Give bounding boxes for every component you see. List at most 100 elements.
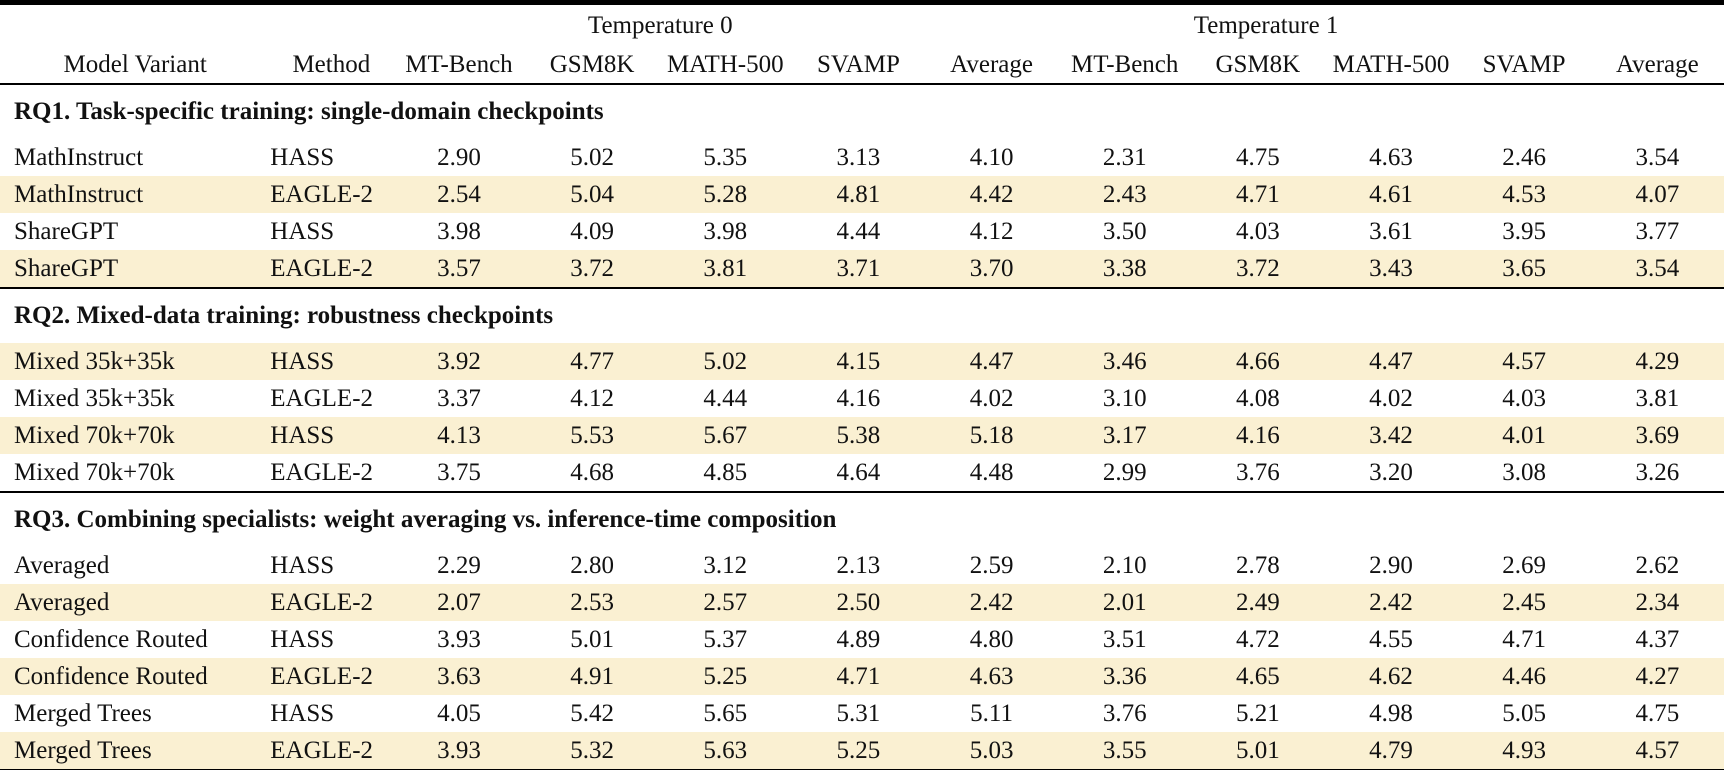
value-cell: 3.43 (1324, 250, 1458, 288)
table-row: Mixed 35k+35k HASS 3.92 4.77 5.02 4.15 4.47 3.4… (0, 343, 1724, 380)
value-cell: 4.80 (969, 625, 1014, 653)
section-title: RQ1. Task-specific training: single-doma… (14, 98, 604, 125)
value-cell: 4.75 (1635, 699, 1680, 727)
value-cell: 3.76 (1102, 699, 1147, 727)
value-cell: 3.54 (1590, 250, 1724, 288)
value-cell: 4.02 (969, 384, 1014, 412)
value-cell: 3.92 (392, 343, 526, 380)
value-cell: 5.18 (924, 417, 1059, 454)
value-cell: 3.72 (525, 250, 659, 288)
value-cell: 4.02 (1369, 384, 1413, 412)
value-cell: 4.10 (969, 143, 1014, 171)
value-cell: 5.04 (525, 176, 659, 213)
value-cell: 3.08 (1502, 458, 1546, 486)
value-cell: 4.89 (836, 625, 881, 653)
value-cell: 3.46 (1058, 343, 1192, 380)
value-cell: 5.01 (570, 625, 614, 653)
value-cell: 4.09 (570, 217, 614, 245)
table-row: ShareGPT HASS 3.98 4.09 3.98 4.44 4.12 3.50 4.03… (0, 213, 1724, 250)
value-cell: 3.10 (1102, 384, 1147, 412)
value-cell: 3.50 (1102, 217, 1147, 245)
value-cell: 2.34 (1590, 584, 1724, 621)
value-cell: 4.98 (1369, 699, 1413, 727)
value-cell: 4.47 (1324, 343, 1458, 380)
method-cell: EAGLE-2 (270, 384, 374, 412)
value-cell: 2.62 (1635, 551, 1680, 579)
value-cell: 5.02 (570, 143, 614, 171)
section-header-row: RQ1. Task-specific training: single-doma… (0, 84, 1724, 139)
table-row: Merged Trees HASS 4.05 5.42 5.65 5.31 5.11 3.76… (0, 695, 1724, 732)
model-variant-cell: MathInstruct (14, 143, 144, 171)
value-cell: 2.42 (1324, 584, 1458, 621)
value-cell: 3.20 (1369, 458, 1413, 486)
value-cell: 4.03 (1235, 217, 1280, 245)
section-header-row: RQ2. Mixed-data training: robustness che… (0, 288, 1724, 343)
value-cell: 4.13 (392, 417, 526, 454)
value-cell: 3.69 (1590, 417, 1724, 454)
table-row: Mixed 70k+70k HASS 4.13 5.53 5.67 5.38 5.18 3.1… (0, 417, 1724, 454)
column-header-svamp: SVAMP (816, 51, 900, 78)
value-cell: 3.36 (1058, 658, 1192, 695)
table-row: ShareGPT EAGLE-2 3.57 3.72 3.81 3.71 3.70 3.38 3… (0, 250, 1724, 288)
method-cell: EAGLE-2 (256, 732, 393, 770)
table-row: Confidence Routed HASS 3.93 5.01 5.37 4.89 4.8… (0, 621, 1724, 658)
value-cell: 4.68 (570, 458, 614, 486)
value-cell: 4.44 (703, 384, 748, 412)
value-cell: 3.63 (392, 658, 526, 695)
value-cell: 3.17 (1058, 417, 1192, 454)
column-header-gsm8k: GSM8K (549, 51, 635, 78)
value-cell: 2.45 (1457, 584, 1591, 621)
model-variant-cell: Merged Trees (14, 699, 152, 727)
value-cell: 2.59 (969, 551, 1014, 579)
value-cell: 4.05 (437, 699, 481, 727)
value-cell: 4.01 (1457, 417, 1591, 454)
value-cell: 3.51 (1102, 625, 1147, 653)
group-header-label: Temperature 0 (587, 12, 733, 39)
column-header-math-500: MATH-500 (1332, 51, 1450, 78)
column-header-model-variant: Model Variant (63, 51, 207, 78)
method-cell: EAGLE-2 (256, 584, 393, 621)
value-cell: 2.99 (1102, 458, 1147, 486)
value-cell: 4.61 (1324, 176, 1458, 213)
value-cell: 4.03 (1502, 384, 1546, 412)
value-cell: 4.62 (1324, 658, 1458, 695)
value-cell: 5.37 (703, 625, 748, 653)
value-cell: 2.49 (1191, 584, 1325, 621)
table-row: Averaged HASS 2.29 2.80 3.12 2.13 2.59 2.10 2.78… (0, 547, 1724, 584)
value-cell: 4.46 (1457, 658, 1591, 695)
value-cell: 3.13 (836, 143, 881, 171)
model-variant-cell: Mixed 70k+70k (0, 417, 257, 454)
value-cell: 3.55 (1058, 732, 1192, 770)
group-header-empty (0, 3, 392, 48)
method-cell: HASS (270, 625, 335, 653)
value-cell: 5.02 (658, 343, 792, 380)
method-cell: EAGLE-2 (256, 176, 393, 213)
value-cell: 2.42 (924, 584, 1059, 621)
value-cell: 3.61 (1369, 217, 1413, 245)
value-cell: 3.75 (437, 458, 481, 486)
column-header-mt-bench: MT-Bench (405, 51, 513, 78)
value-cell: 3.71 (791, 250, 925, 288)
value-cell: 5.65 (703, 699, 748, 727)
table-row: Averaged EAGLE-2 2.07 2.53 2.57 2.50 2.42 2.01 2… (0, 584, 1724, 621)
value-cell: 4.64 (836, 458, 881, 486)
value-cell: 4.29 (1590, 343, 1724, 380)
value-cell: 4.81 (791, 176, 925, 213)
table-row: MathInstruct EAGLE-2 2.54 5.04 5.28 4.81 4.42 2… (0, 176, 1724, 213)
value-cell: 3.98 (703, 217, 748, 245)
model-variant-cell: Confidence Routed (0, 658, 257, 695)
value-cell: 3.65 (1457, 250, 1591, 288)
value-cell: 4.44 (836, 217, 881, 245)
model-variant-cell: Mixed 35k+35k (14, 384, 175, 412)
value-cell: 4.42 (924, 176, 1059, 213)
value-cell: 5.53 (525, 417, 659, 454)
column-header-gsm8k: GSM8K (1215, 51, 1301, 78)
method-cell: EAGLE-2 (256, 658, 393, 695)
column-header-row: Model Variant Method MT-Bench GSM8K MATH-500… (0, 47, 1724, 84)
value-cell: 5.67 (658, 417, 792, 454)
value-cell: 5.25 (658, 658, 792, 695)
section-header-row: RQ3. Combining specialists: weight avera… (0, 492, 1724, 547)
table-row: MathInstruct HASS 2.90 5.02 5.35 3.13 4.10 2.31… (0, 139, 1724, 176)
value-cell: 3.72 (1191, 250, 1325, 288)
